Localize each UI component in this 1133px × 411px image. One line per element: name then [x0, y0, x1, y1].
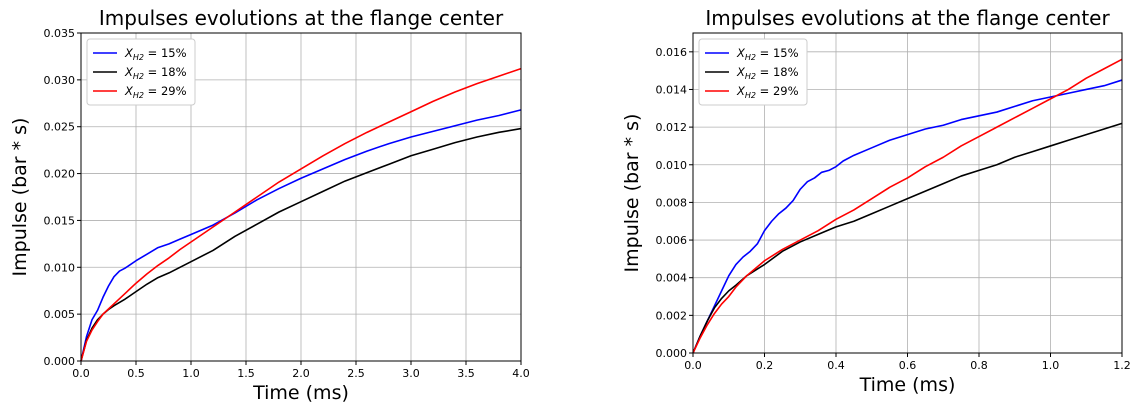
x-axis-label: Time (ms): [859, 374, 956, 396]
y-tick-label: 0.015: [44, 214, 76, 227]
y-tick-label: 0.016: [656, 46, 688, 59]
y-tick-label: 0.010: [656, 159, 688, 172]
y-tick-label: 0.000: [656, 347, 688, 360]
y-tick-label: 0.025: [44, 121, 76, 134]
grid: [692, 33, 1123, 354]
series-line-1: [80, 109, 522, 362]
legend: XH2 = 15% XH2 = 18% XH2 = 29%: [86, 38, 196, 106]
legend-box: [86, 38, 196, 106]
x-tick-label: 0.8: [970, 359, 988, 372]
x-tick-label: 0.5: [127, 367, 145, 380]
chart-1: 0.0 0.5 1.0 1.5 2.0 2.5 3.0 3.5 4.0 0.000 0.005 0.0…: [9, 6, 530, 404]
chart-title: Impulses evolutions at the flange center: [705, 6, 1110, 30]
legend-entry: XH2 = 18%: [124, 65, 187, 81]
y-tick-label: 0.004: [656, 272, 688, 285]
x-axis-label: Time (ms): [252, 382, 349, 404]
y-tick-label: 0.002: [656, 309, 688, 322]
legend-entry: XH2 = 18%: [736, 65, 799, 81]
legend: XH2 = 15% XH2 = 18% XH2 = 29%: [698, 38, 808, 106]
x-tick-label: 0.4: [827, 359, 845, 372]
legend-entry: XH2 = 29%: [736, 84, 799, 100]
x-tick-label: 3.5: [457, 367, 475, 380]
x-tick-label: 0.0: [72, 367, 90, 380]
y-tick-label: 0.008: [656, 196, 688, 209]
x-tick-label: 4.0: [512, 367, 530, 380]
x-tick-label: 0.6: [899, 359, 917, 372]
y-tick-label: 0.006: [656, 234, 688, 247]
series-line-2: [692, 122, 1123, 354]
y-axis-label: Impulse (bar * s): [621, 114, 643, 273]
x-tick-label: 1.0: [182, 367, 200, 380]
series-line-3: [692, 58, 1123, 354]
y-tick-label: 0.030: [44, 74, 76, 87]
y-tick-label: 0.014: [656, 83, 688, 96]
x-tick-label: 1.0: [1042, 359, 1060, 372]
x-tick-label: 0.2: [756, 359, 774, 372]
y-tick-label: 0.005: [44, 308, 76, 321]
x-tick-label: 2.0: [292, 367, 310, 380]
chart-2: 0.0 0.2 0.4 0.6 0.8 1.0 1.2 0.000 0.002 0.004 0.00…: [621, 6, 1131, 396]
legend-entry: XH2 = 15%: [736, 46, 799, 62]
series-line-3: [80, 67, 522, 362]
x-tick-label: 3.0: [402, 367, 420, 380]
y-tick-label: 0.000: [44, 355, 76, 368]
legend-entry: XH2 = 15%: [124, 46, 187, 62]
y-tick-label: 0.035: [44, 27, 76, 40]
chart-title: Impulses evolutions at the flange center: [99, 6, 504, 30]
legend-box: [698, 38, 808, 106]
series-line-1: [692, 79, 1123, 354]
x-tick-label: 1.5: [237, 367, 255, 380]
x-tick-label: 2.5: [347, 367, 365, 380]
y-axis-label: Impulse (bar * s): [9, 118, 31, 277]
y-tick-label: 0.020: [44, 168, 76, 181]
y-tick-label: 0.010: [44, 261, 76, 274]
y-tick-label: 0.012: [656, 121, 688, 134]
legend-entry: XH2 = 29%: [124, 84, 187, 100]
x-tick-label: 1.2: [1113, 359, 1131, 372]
x-tick-label: 0.0: [684, 359, 702, 372]
